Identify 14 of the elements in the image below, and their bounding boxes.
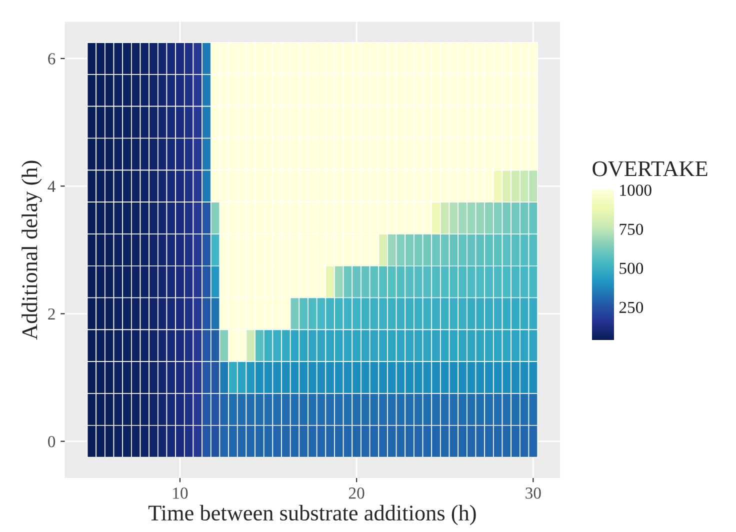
y-tick-label: 4: [48, 180, 56, 192]
y-axis-title: Additional delay (h): [22, 160, 42, 340]
color-bar-label: 1000: [620, 184, 652, 196]
y-tick-label: 6: [48, 53, 56, 64]
color-bar-label: 250: [619, 302, 644, 314]
x-axis-title: Time between substrate additions (h): [148, 504, 476, 526]
legend-title: OVERTAKE: [592, 161, 708, 176]
color-bar-label: 750: [620, 224, 644, 235]
y-tick-label: 0: [48, 436, 56, 448]
color-bar-label: 500: [620, 262, 644, 274]
x-tick-label: 10: [173, 488, 188, 499]
x-tick-label: 30: [526, 488, 541, 499]
x-tick-label: 20: [348, 488, 364, 499]
y-tick-label: 2: [48, 308, 55, 320]
